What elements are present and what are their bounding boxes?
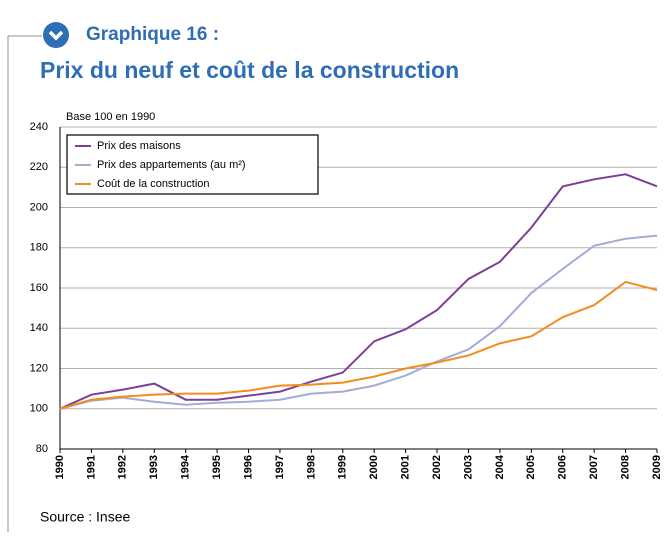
x-tick-label: 1993: [148, 455, 160, 479]
x-tick-label: 1999: [337, 455, 349, 479]
x-tick-label: 2002: [431, 455, 443, 479]
x-tick-label: 1998: [305, 455, 317, 479]
x-tick-label: 2001: [400, 455, 412, 479]
x-tick-label: 2005: [525, 455, 537, 479]
x-tick-label: 1990: [54, 455, 66, 479]
chart-label: Graphique 16 :: [86, 24, 219, 45]
x-tick-label: 1996: [242, 455, 254, 479]
x-tick-label: 2009: [651, 455, 663, 479]
y-tick-label: 180: [30, 242, 48, 254]
y-tick-label: 160: [30, 282, 48, 294]
y-tick-label: 220: [30, 161, 48, 173]
chart-title: Prix du neuf et coût de la construction: [40, 57, 459, 83]
legend-label: Coût de la construction: [97, 178, 210, 190]
x-tick-label: 1992: [117, 455, 129, 479]
y-tick-label: 100: [30, 403, 48, 415]
icon: [43, 22, 69, 48]
x-tick-label: 2003: [462, 455, 474, 479]
x-tick-label: 2006: [557, 455, 569, 479]
x-tick-label: 1995: [211, 455, 223, 479]
x-tick-label: 2007: [588, 455, 600, 479]
series-line: [59, 234, 658, 410]
legend-label: Prix des maisons: [97, 140, 181, 152]
x-tick-label: 2008: [619, 455, 631, 479]
series-line: [59, 173, 658, 410]
x-tick-label: 1997: [274, 455, 286, 479]
series-line: [59, 280, 658, 410]
source: Source : Insee: [40, 509, 130, 525]
icon-chevron: [48, 30, 64, 41]
y-tick-label: 120: [30, 362, 48, 374]
y-tick-label: 140: [30, 322, 48, 334]
y-tick-label: 80: [36, 443, 48, 455]
x-tick-label: 2004: [494, 454, 506, 479]
x-tick-label: 2000: [368, 455, 380, 479]
y-tick-label: 240: [30, 121, 48, 133]
y-tick-label: 200: [30, 201, 48, 213]
y-axis-label: Base 100 en 1990: [66, 111, 155, 123]
legend-box: [66, 134, 319, 195]
legend-label: Prix des appartements (au m²): [97, 159, 246, 171]
x-tick-label: 1994: [180, 454, 192, 479]
x-tick-label: 1991: [85, 455, 97, 479]
